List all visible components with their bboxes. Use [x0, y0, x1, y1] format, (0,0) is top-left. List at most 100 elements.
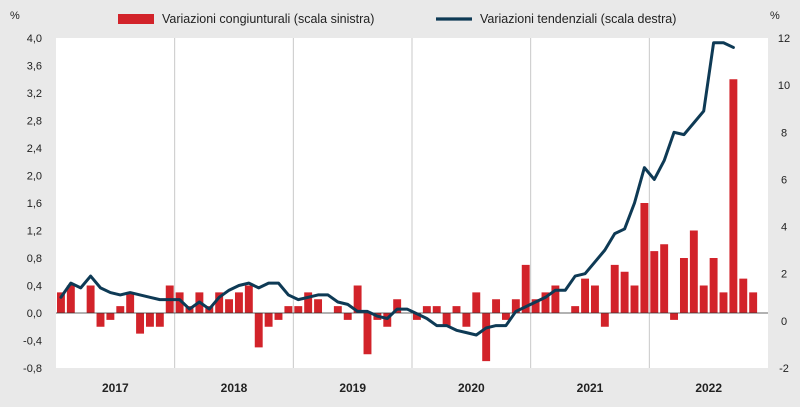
bar [126, 292, 135, 314]
bar [56, 292, 65, 314]
left-tick-label: 1,2 [27, 226, 42, 238]
left-tick-label: -0,8 [23, 363, 42, 375]
bar [294, 306, 303, 314]
bar [393, 299, 402, 313]
bar [689, 230, 698, 313]
bar [640, 203, 649, 313]
right-axis: 12 10 8 6 4 2 0 -2 [778, 33, 790, 375]
line-series [59, 41, 735, 337]
bar [66, 285, 75, 313]
left-axis-unit: % [10, 10, 20, 22]
right-tick-label: 12 [778, 33, 790, 45]
bar [254, 313, 263, 348]
x-tick-label: 2022 [695, 381, 722, 395]
left-tick-label: 2,4 [27, 143, 42, 155]
x-tick-label: 2020 [458, 381, 485, 395]
bar [106, 313, 115, 320]
bar [343, 313, 352, 320]
bar [333, 306, 342, 314]
right-axis-unit: % [770, 10, 780, 22]
trend-line [59, 41, 735, 337]
left-tick-label: 2,8 [27, 116, 42, 128]
bar [314, 299, 323, 313]
bar [442, 313, 451, 327]
bar [136, 313, 145, 334]
right-tick-label: 0 [781, 316, 787, 328]
bar [679, 258, 688, 313]
left-tick-label: 0,8 [27, 253, 42, 265]
bar-series [56, 79, 758, 362]
bar [155, 313, 164, 327]
bar [284, 306, 293, 314]
left-tick-label: 3,2 [27, 88, 42, 100]
right-tick-label: 6 [781, 174, 787, 186]
legend: Variazioni congiunturali (scala sinistra… [118, 12, 676, 26]
bar [541, 292, 550, 314]
bar [412, 313, 421, 320]
bar [620, 271, 629, 313]
bar [86, 285, 95, 313]
legend-label-bars: Variazioni congiunturali (scala sinistra… [162, 12, 374, 26]
x-tick-label: 2018 [221, 381, 248, 395]
legend-swatch-bars [118, 14, 154, 24]
bar [571, 306, 580, 314]
bar [244, 285, 253, 313]
bar [699, 285, 708, 313]
bar [729, 79, 738, 313]
x-tick-label: 2017 [102, 381, 129, 395]
bar [472, 292, 481, 314]
right-tick-label: 8 [781, 127, 787, 139]
bar [145, 313, 154, 327]
bar [452, 306, 461, 314]
bar [581, 278, 590, 314]
left-tick-label: 1,6 [27, 198, 42, 210]
bar [492, 299, 501, 313]
bar [501, 313, 510, 320]
bar [600, 313, 609, 327]
left-tick-label: 0,0 [27, 308, 42, 320]
bar [660, 244, 669, 313]
bar [650, 251, 659, 313]
bar [511, 299, 520, 313]
bar [363, 313, 372, 355]
bar [225, 299, 234, 313]
bar [353, 285, 362, 313]
bar [739, 278, 748, 314]
bar [175, 292, 184, 314]
bar [531, 299, 540, 313]
left-tick-label: 2,0 [27, 171, 42, 183]
bar [462, 313, 471, 327]
bar [432, 306, 441, 314]
left-tick-label: -0,4 [23, 336, 42, 348]
bar [234, 292, 243, 314]
bar [521, 264, 530, 314]
x-tick-label: 2021 [577, 381, 604, 395]
bar [116, 306, 125, 314]
left-tick-label: 4,0 [27, 33, 42, 45]
bar [590, 285, 599, 313]
bar [719, 292, 728, 314]
bar [274, 313, 283, 320]
bar [630, 285, 639, 313]
bar [96, 313, 105, 327]
bar [551, 285, 560, 313]
bar [422, 306, 431, 314]
legend-label-line: Variazioni tendenziali (scala destra) [480, 12, 676, 26]
bar [749, 292, 758, 314]
left-tick-label: 3,6 [27, 61, 42, 73]
bar [215, 292, 224, 314]
bar [482, 313, 491, 362]
left-tick-label: 0,4 [27, 281, 42, 293]
right-tick-label: -2 [779, 363, 789, 375]
x-tick-label: 2019 [339, 381, 366, 395]
x-axis: 2017 2018 2019 2020 2021 2022 [102, 381, 722, 395]
right-tick-label: 4 [781, 222, 787, 234]
left-axis: 4,0 3,6 3,2 2,8 2,4 2,0 1,6 1,2 0,8 0,4 0,0 -0,4 -0,… [23, 33, 42, 375]
bar [709, 258, 718, 313]
bar [610, 264, 619, 314]
right-tick-label: 10 [778, 80, 790, 92]
bar [304, 292, 313, 314]
right-tick-label: 2 [781, 269, 787, 281]
